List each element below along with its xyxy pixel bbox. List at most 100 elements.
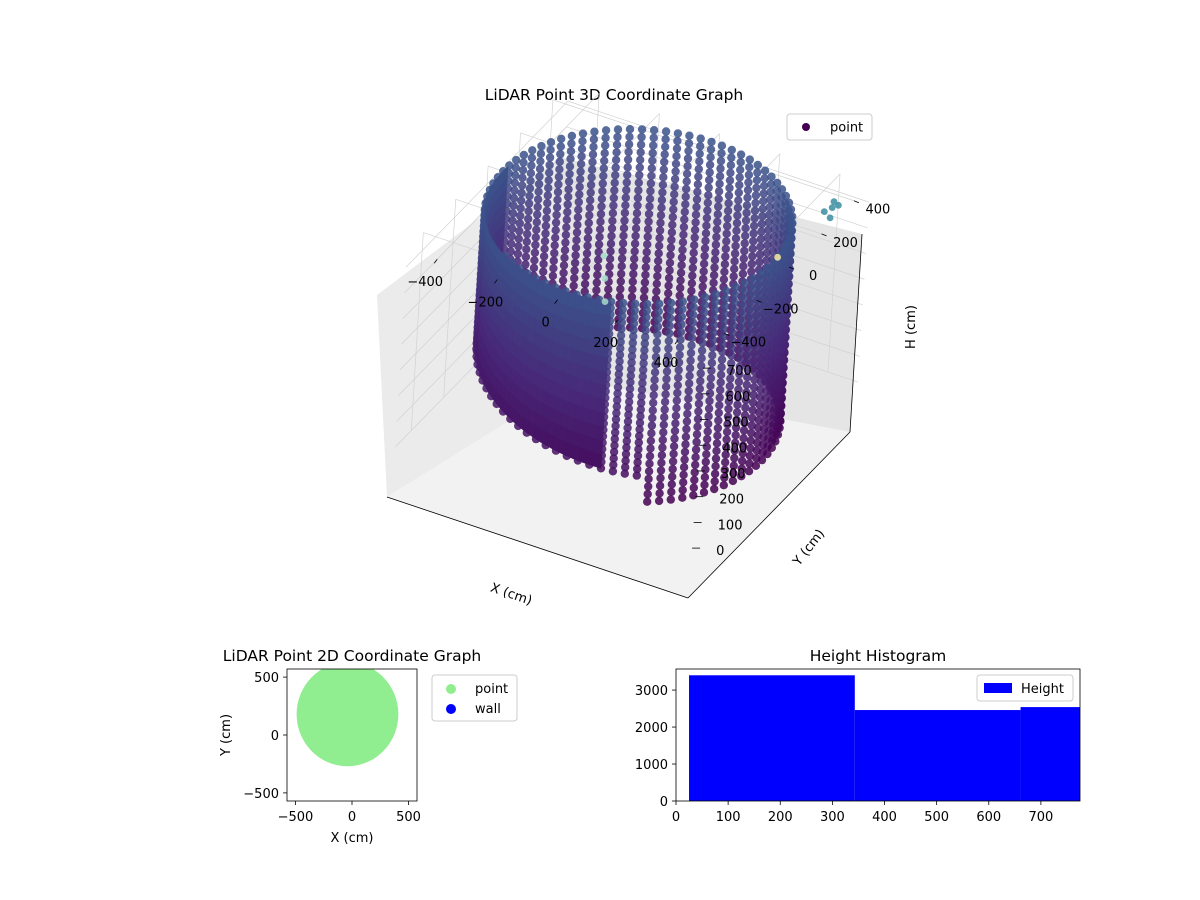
wall-point [670,434,679,443]
wall-point [606,239,616,248]
outlier-point [820,208,828,216]
wall-point [738,269,748,278]
wall-point [637,385,647,394]
y-axis-label-3d: Y (cm) [790,527,828,570]
wall-point [630,239,640,248]
y-tick-label-3d: 0 [809,269,817,284]
wall-point [698,338,707,348]
wall-point [648,413,657,423]
wall-point [608,216,617,226]
wall-point [736,158,745,167]
wall-point [690,475,699,485]
wall-point [759,332,768,341]
wall-point [623,430,632,439]
wall-point [719,481,728,490]
wall-point [722,286,731,296]
wall-point [707,366,716,375]
wall-point [526,176,535,185]
wall-point [681,440,690,449]
wall-surface-patch [590,381,600,398]
wall-point [580,279,590,289]
wall-point [552,203,562,212]
wall-point [676,283,685,293]
wall-point [741,403,750,412]
wall-point [616,277,625,286]
wall-point [668,464,677,474]
wall-point [643,232,652,241]
wall-point [756,242,765,251]
wall-point [736,347,745,356]
wall-point [613,395,622,405]
wall-surface-patch [598,369,608,386]
wall-point [710,263,719,272]
wall-point [567,139,576,148]
wall-point [597,194,607,203]
wall-point [600,149,609,158]
wall-point [743,365,752,374]
wall-point [707,137,716,147]
wall-point [654,496,664,506]
wall-point [680,215,689,224]
wall-point [701,293,710,302]
wall-point [550,241,559,250]
wall-point [616,331,626,340]
wall-point [749,229,758,238]
wall-point [722,435,731,444]
wall-point [703,427,712,436]
wall-point [615,357,624,366]
y-ticks-3d: −400 −200 0 200 400 [724,200,890,351]
z-tick-label-3d: 400 [722,441,747,456]
wall-point [730,446,739,455]
wall-point [760,174,769,183]
wall-point [631,231,640,241]
wall-point [553,187,563,197]
wall-point [682,184,691,194]
wall-point [551,233,560,242]
x-tick-label-hist: 400 [872,810,897,825]
left-grid-h [405,100,569,268]
wall-point [657,195,667,205]
wall-point [616,337,625,347]
wall-point [781,191,791,201]
x-tick-label-3d: 400 [654,356,679,371]
wall-point [751,352,761,362]
wall-point [581,272,590,281]
wall-point [759,197,768,206]
wall-point [705,175,714,185]
wall-point [582,256,591,266]
wall-point [729,321,738,330]
wall-point [594,247,603,257]
wall-surface-patch [572,320,582,338]
wall-point [690,468,699,477]
wall-point [719,324,729,334]
wall-point [609,460,618,469]
wall-point [666,251,675,260]
wall-point [647,429,656,438]
wall-surface-patch [584,351,594,369]
wall-point [709,335,718,345]
wall-point [694,407,703,416]
wall-point [669,205,678,214]
wall-point [565,162,575,171]
wall-point [680,447,690,457]
wall-point [704,404,714,413]
wall-point [687,279,697,288]
wall-point [679,470,688,479]
wall-point [642,306,651,315]
wall-point [695,149,704,158]
wall-point [642,255,651,264]
wall-point [714,187,724,196]
wall-point [749,383,759,392]
wall-point [684,386,693,396]
wall-point [700,244,710,253]
wall-point [729,313,739,322]
wall-point [761,294,771,303]
wall-point [644,467,654,476]
wall-point [711,290,721,299]
wall-point [690,225,700,235]
wall-point [684,394,693,403]
wall-point [699,488,709,497]
wall-point [657,451,667,460]
wall-point [653,330,662,339]
wall-point [690,233,699,242]
